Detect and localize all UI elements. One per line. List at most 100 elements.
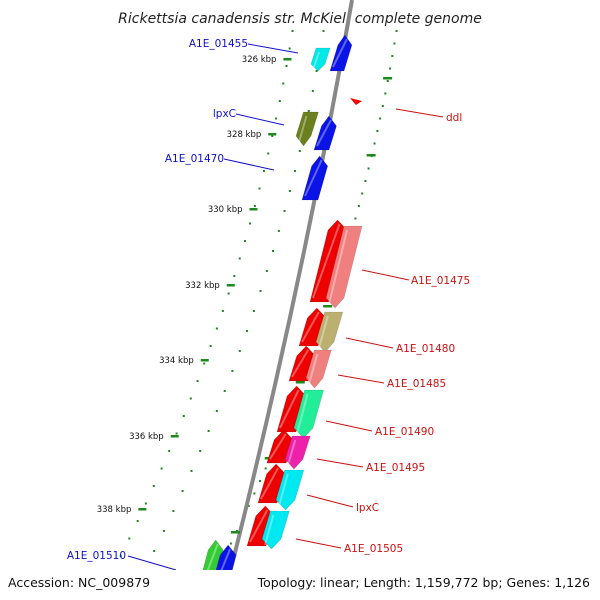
guide-dot (267, 152, 270, 155)
gene-arrow[interactable] (305, 349, 332, 389)
guide-dot (215, 410, 218, 412)
gene-arrow[interactable] (261, 510, 290, 550)
kbp-ticks: 326 kbp 328 kbp 330 kbp 332 kbp 334 kbp 336 k… (61, 55, 393, 588)
guide-dot (253, 205, 256, 207)
guide-dot (307, 110, 310, 112)
guide-dot (357, 205, 360, 207)
gene-features (194, 34, 363, 600)
gene-label[interactable]: A1E_01490 (375, 426, 434, 438)
guide-dot (384, 92, 387, 95)
guide-dot (249, 222, 252, 225)
kbp-tick-label: 328 kbp (227, 130, 262, 140)
gene-label[interactable]: A1E_01475 (411, 275, 470, 287)
tick-mark (226, 284, 235, 287)
tick-mark (295, 381, 305, 384)
gene-label[interactable]: A1E_01480 (396, 343, 455, 355)
guide-dot (203, 362, 206, 365)
map-title: Rickettsia canadensis str. McKiel, compl… (118, 11, 482, 27)
guide-dot (361, 192, 364, 195)
kbp-tick-label: 326 kbp (242, 55, 277, 65)
guide-dot (367, 167, 370, 170)
label-leader-line (223, 158, 275, 171)
guide-dot (152, 485, 155, 487)
tick-mark (230, 531, 240, 534)
gene-highlight (332, 38, 348, 68)
gene-arrow[interactable] (275, 469, 305, 511)
tick-mark (138, 508, 147, 511)
gene-label[interactable]: lpxC (213, 108, 236, 120)
guide-dot (277, 230, 280, 232)
label-leader-line (127, 555, 177, 571)
guide-dot (311, 90, 314, 92)
guide-dot (243, 240, 246, 242)
guide-dot (153, 550, 156, 552)
ddl-marker[interactable] (350, 98, 362, 105)
gene-arrow[interactable] (295, 111, 319, 147)
gene-label[interactable]: A1E_01510 (67, 550, 126, 562)
guide-dot (168, 450, 171, 452)
guide-dot (221, 310, 224, 312)
gene-label[interactable]: lpxC (356, 502, 379, 514)
guide-dot (293, 170, 296, 172)
gene-labels: A1E_01455 lpxC A1E_01470 A1E_01510 ddl A1E_01… (67, 38, 470, 562)
guide-dot (285, 65, 288, 67)
gene-highlight (269, 433, 287, 460)
tick-mark (383, 77, 393, 80)
tick-mark (323, 305, 333, 308)
gene-label[interactable]: A1E_01505 (344, 543, 403, 555)
gene-highlight (318, 315, 329, 349)
label-leader-line (361, 269, 410, 281)
guide-dot (395, 30, 398, 32)
gene-arrow[interactable] (284, 435, 311, 470)
guide-dot (262, 170, 265, 172)
gene-arrow[interactable] (329, 34, 353, 72)
label-leaders (127, 43, 444, 571)
guide-dot (271, 135, 274, 137)
gene-label[interactable]: A1E_01470 (165, 153, 224, 165)
guide-dot (278, 100, 281, 102)
guide-dot (272, 250, 274, 252)
gene-highlight (279, 389, 300, 429)
guide-dot (181, 490, 184, 492)
guide-dot (227, 292, 230, 295)
guide-dot (144, 502, 147, 505)
gene-highlight (298, 115, 308, 143)
guide-dot (373, 142, 376, 145)
gene-label[interactable]: A1E_01495 (366, 462, 425, 474)
label-leader-line (345, 337, 394, 349)
gene-arrow[interactable] (293, 389, 324, 439)
gene-arrow[interactable] (313, 115, 337, 151)
label-leader-line (247, 43, 299, 54)
guide-dot (245, 330, 248, 332)
label-leader-line (295, 538, 342, 549)
gene-arrow[interactable] (315, 311, 344, 353)
gene-label[interactable]: ddl (446, 112, 462, 124)
kbp-tick-label: 332 kbp (185, 281, 220, 291)
tick-mark (249, 208, 258, 211)
guide-dot (376, 130, 379, 132)
gene-arrow[interactable] (301, 155, 329, 201)
guide-dot (233, 275, 236, 277)
gene-label[interactable]: A1E_01485 (387, 378, 446, 390)
gene-highlight (313, 51, 321, 68)
guide-dot (379, 117, 382, 120)
guide-dot (229, 542, 232, 545)
guide-dot (175, 432, 178, 435)
gene-highlight (312, 223, 341, 299)
kbp-tick-label: 336 kbp (129, 432, 164, 442)
guide-dot (189, 397, 192, 400)
tick-mark (283, 58, 292, 61)
gene-highlight (301, 311, 320, 343)
guide-dot (364, 180, 367, 182)
guide-dot (258, 187, 261, 190)
guide-dot (393, 42, 396, 45)
gene-arrow[interactable] (310, 47, 331, 72)
guide-dot (288, 47, 291, 50)
guide-dot (247, 505, 250, 507)
gene-label[interactable]: A1E_01455 (189, 38, 248, 50)
tick-mark (268, 133, 277, 136)
gene-arrow[interactable] (325, 225, 363, 309)
tick-mark (366, 154, 376, 157)
label-leader-line (325, 420, 373, 432)
